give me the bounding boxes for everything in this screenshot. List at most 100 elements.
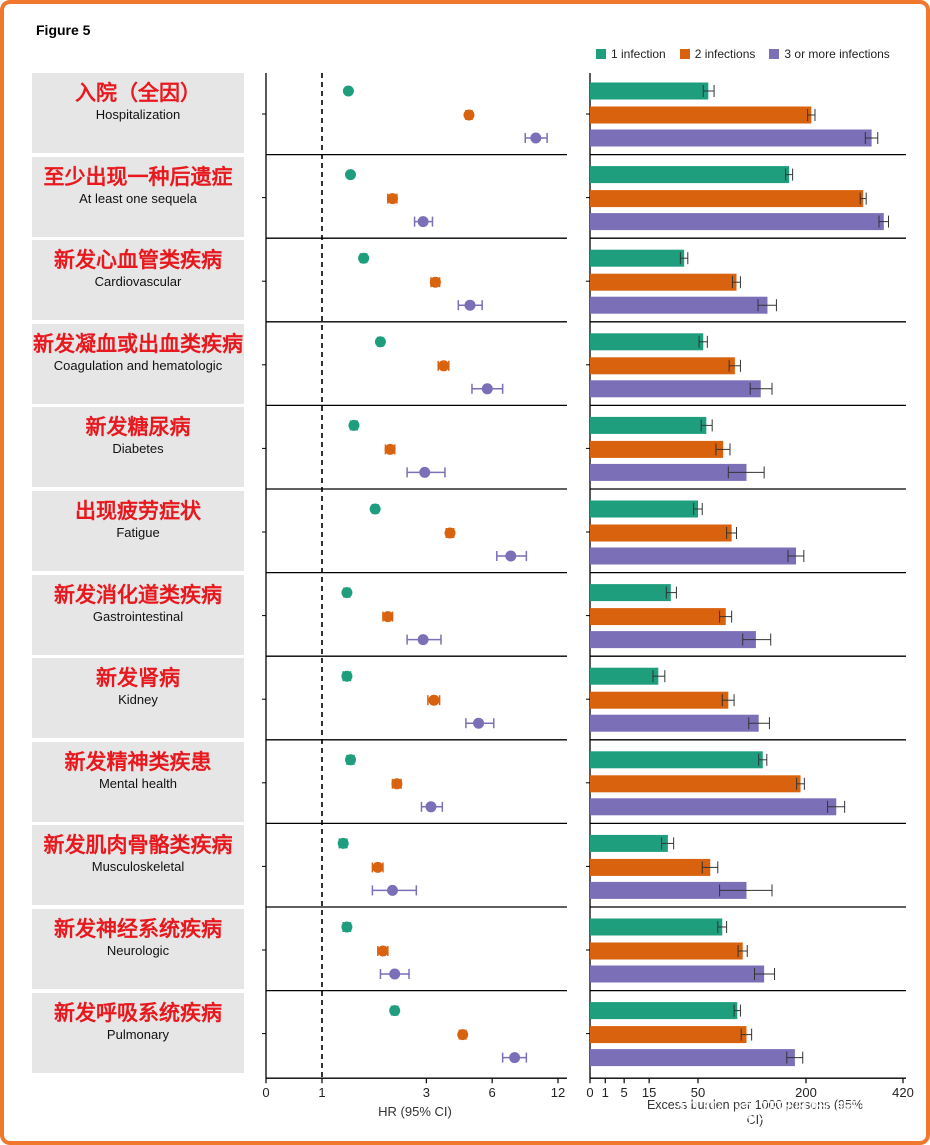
burden-bar: [590, 213, 884, 231]
category-box: [32, 491, 244, 571]
category-label-cn: 入院（全因）: [75, 81, 201, 105]
burden-bar: [590, 249, 685, 267]
burden-bar: [590, 129, 872, 147]
hr-point: [345, 754, 357, 766]
burden-bar: [590, 775, 801, 793]
hr-point: [429, 276, 441, 288]
hr-point: [417, 216, 429, 228]
hr-x-tick-label: 1: [318, 1085, 325, 1100]
category-box: [32, 574, 244, 655]
burden-x-tick-label: 1: [602, 1085, 609, 1100]
hr-point: [386, 193, 398, 205]
category-box: [32, 407, 244, 488]
hr-point: [417, 634, 429, 646]
category-label-cn: 新发凝血或出血类疾病: [33, 331, 243, 356]
burden-bar: [590, 380, 761, 398]
hr-point: [348, 419, 360, 431]
hr-point: [369, 503, 381, 515]
burden-bar: [590, 942, 743, 960]
category-box: [32, 323, 244, 404]
burden-bar: [590, 1002, 738, 1020]
burden-axis-title: Excess burden per 1000 persons (95% CI): [646, 1098, 864, 1127]
hr-point: [464, 299, 476, 311]
burden-x-tick-label: 200: [795, 1085, 817, 1100]
category-box: [32, 741, 244, 822]
hr-point: [372, 861, 384, 873]
burden-bar: [590, 834, 668, 852]
category-label-cn: 新发神经系统疾病: [54, 917, 222, 941]
hr-point: [389, 968, 401, 980]
burden-bar: [590, 440, 724, 458]
hr-point: [342, 85, 354, 97]
category-box: [32, 240, 244, 321]
category-label-en: Neurologic: [106, 943, 170, 958]
burden-bar: [590, 416, 707, 434]
hr-point: [382, 611, 394, 623]
category-label-cn: 新发肌肉骨骼类疾病: [43, 833, 233, 858]
hr-point: [389, 1005, 401, 1017]
category-label-cn: 出现疲劳症状: [75, 499, 201, 523]
burden-bar: [590, 500, 698, 518]
burden-bar: [590, 333, 704, 351]
burden-bar: [590, 166, 790, 184]
burden-x-tick-label: 5: [621, 1085, 628, 1100]
category-box: [32, 992, 244, 1073]
legend-label-1: 1 infection: [611, 47, 666, 61]
hr-point: [463, 109, 475, 121]
burden-bar: [590, 918, 723, 936]
hr-point: [428, 694, 440, 706]
category-label-cn: 新发糖尿病: [85, 415, 191, 440]
burden-bar: [590, 714, 759, 732]
hr-axis-title: HR (95% CI): [378, 1104, 452, 1119]
hr-point: [530, 132, 542, 144]
burden-bar: [590, 858, 711, 876]
hr-point: [444, 527, 456, 539]
legend-swatch-3: [769, 49, 780, 59]
hr-point: [374, 336, 386, 348]
hr-point: [386, 884, 398, 896]
category-label-en: Gastrointestinal: [92, 608, 184, 624]
hr-point: [341, 587, 353, 599]
legend-item-2: 2 infections: [679, 47, 755, 61]
burden-bar: [590, 547, 797, 565]
hr-point: [457, 1029, 469, 1041]
hr-point: [509, 1052, 521, 1064]
burden-bar: [590, 190, 864, 208]
burden-bar: [590, 667, 659, 685]
hr-point: [425, 801, 437, 813]
category-box: [32, 658, 244, 739]
hr-point: [438, 360, 450, 372]
burden-x-tick-label: 15: [642, 1085, 656, 1100]
burden-x-tick-label: 420: [892, 1085, 914, 1100]
legend-item-1: 1 infection: [596, 47, 666, 61]
category-label-en: Fatigue: [116, 525, 160, 540]
burden-bar: [590, 584, 671, 602]
burden-bar: [590, 1049, 795, 1067]
hr-point: [341, 670, 353, 682]
category-label-cn: 新发心血管类疾病: [54, 248, 222, 273]
burden-bar: [590, 357, 735, 375]
legend-label-3: 3 or more infections: [784, 47, 890, 61]
category-label-en: Musculoskeletal: [91, 859, 185, 875]
hr-point: [481, 383, 493, 395]
burden-bar: [590, 965, 765, 983]
category-label-cn: 新发精神类疾患: [64, 749, 212, 774]
figure-title: Figure 5: [36, 22, 91, 38]
burden-bar: [590, 798, 837, 816]
legend: 1 infection 2 infections 3 or more infec…: [596, 47, 890, 61]
category-label-en: Hospitalization: [95, 107, 181, 122]
hr-point: [341, 921, 353, 933]
burden-bar: [590, 82, 709, 100]
hr-point: [473, 717, 485, 729]
hr-point: [377, 945, 389, 957]
burden-x-tick-label: 50: [691, 1085, 705, 1100]
burden-bar: [590, 273, 737, 291]
burden-bar: [590, 524, 732, 542]
category-box: [32, 825, 244, 906]
burden-bar: [590, 296, 768, 314]
category-label-en: Cardiovascular: [94, 274, 182, 290]
watermark: 知乎 @珂姆咖喱棒: [676, 1098, 885, 1126]
category-label-en: Kidney: [118, 692, 158, 708]
burden-bar: [590, 1026, 747, 1044]
